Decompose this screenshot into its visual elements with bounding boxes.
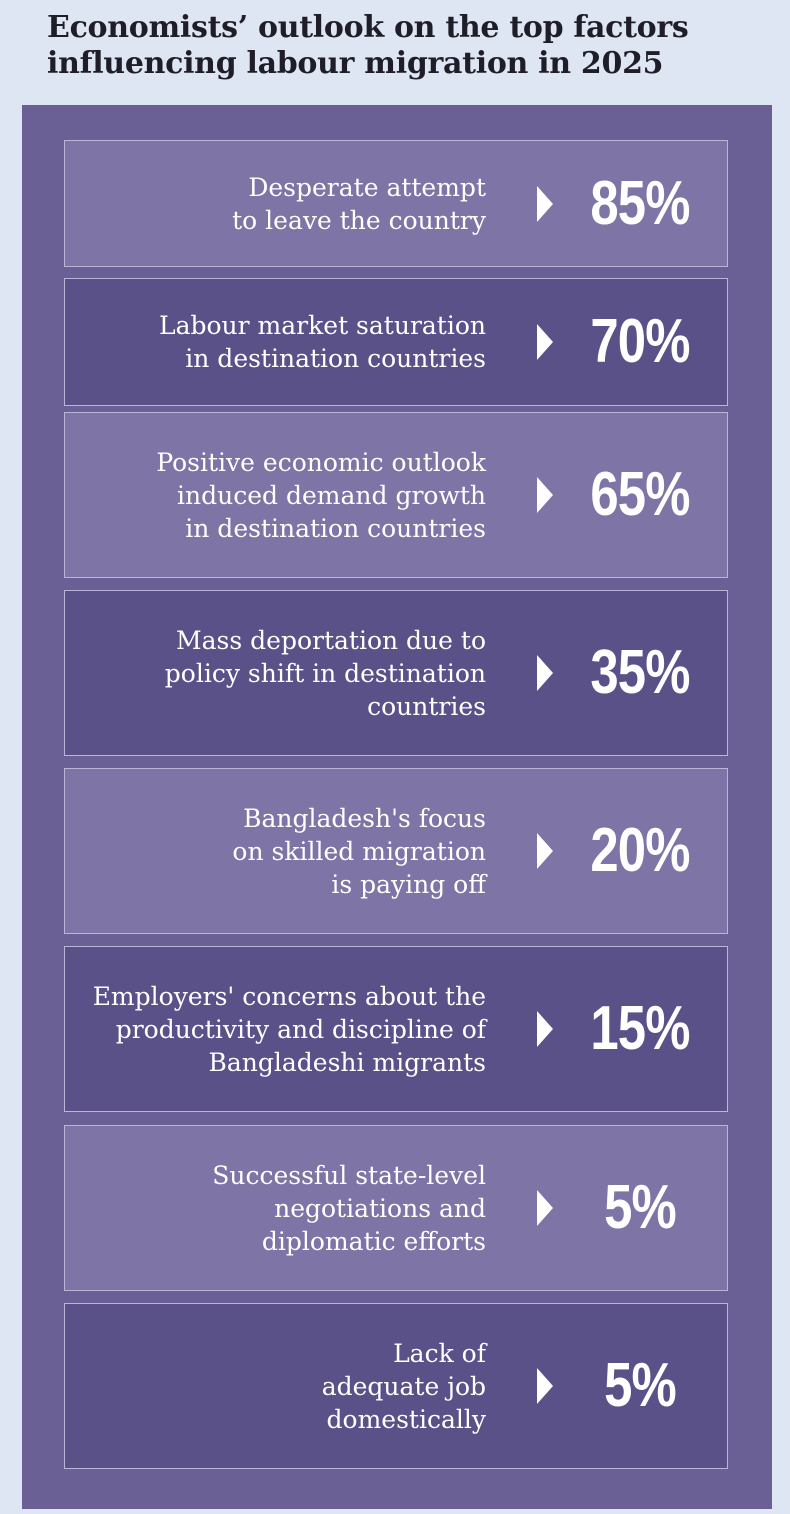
factor-percentage: 20% — [590, 816, 690, 885]
chart-title-line: influencing labour migration in 2025 — [47, 46, 664, 81]
factor-label-line: Positive economic outlook — [156, 447, 486, 477]
factor-row: Bangladesh's focus on skilled migration is… — [64, 768, 728, 934]
factor-row: Lack of adequate job domestically 5% — [64, 1303, 728, 1469]
chevron-right-icon — [537, 833, 553, 869]
factor-label-line: negotiations and — [274, 1193, 486, 1223]
factor-label: Employers' concerns about the productivit… — [93, 947, 486, 1111]
factor-label-line: in destination countries — [185, 344, 486, 373]
factor-label-line: Mass deportation due to — [176, 625, 486, 655]
factor-label: Lack of adequate job domestically — [322, 1304, 486, 1468]
factor-percentage: 35% — [590, 638, 690, 707]
factor-label-line: adequate job — [321, 1371, 486, 1401]
chevron-right-icon — [537, 1190, 553, 1226]
factor-label: Bangladesh's focus on skilled migration is… — [232, 769, 486, 933]
factor-row: Mass deportation due to policy shift in d… — [64, 590, 728, 756]
factor-label-line: Bangladesh's focus — [243, 803, 486, 833]
factor-row: Desperate attempt to leave the country 85% — [64, 140, 728, 267]
factor-label-line: domestically — [326, 1404, 486, 1434]
factor-percentage: 85% — [590, 168, 690, 238]
factor-row: Employers' concerns about the productivit… — [64, 946, 728, 1112]
factor-label-line: Desperate attempt — [248, 172, 486, 202]
factor-label-line: on skilled migration — [232, 836, 486, 866]
chevron-right-icon — [537, 655, 553, 691]
chevron-right-icon — [537, 324, 553, 360]
factor-row: Successful state-level negotiations and di… — [64, 1125, 728, 1291]
factor-label-line: policy shift in destination — [164, 658, 486, 688]
factor-label: Desperate attempt to leave the country — [232, 141, 486, 266]
factor-label-line: in destination countries — [185, 513, 486, 543]
factor-percentage: 65% — [590, 460, 690, 529]
factor-row: Positive economic outlook induced demand … — [64, 412, 728, 578]
factor-percentage: 5% — [604, 1173, 677, 1242]
chevron-right-icon — [537, 477, 553, 513]
chevron-right-icon — [537, 1011, 553, 1047]
factor-label: Successful state-level negotiations and di… — [212, 1126, 486, 1290]
factor-label: Mass deportation due to policy shift in d… — [165, 591, 486, 755]
factor-percentage: 5% — [604, 1351, 677, 1420]
factor-label-line: productivity and discipline of — [115, 1014, 486, 1044]
factor-label-line: countries — [367, 691, 486, 721]
factor-label-line: Employers' concerns about the — [92, 981, 486, 1011]
factor-label-line: to leave the country — [232, 205, 486, 235]
factor-label-line: diplomatic efforts — [261, 1226, 486, 1256]
chart-title: Economists’ outlook on the top factors i… — [47, 10, 767, 82]
factor-label-line: induced demand growth — [177, 480, 486, 510]
factor-label-line: Successful state-level — [212, 1160, 486, 1190]
factor-percentage: 15% — [590, 994, 690, 1063]
factor-label-line: is paying off — [331, 869, 486, 899]
factor-label-line: Bangladeshi migrants — [208, 1047, 487, 1077]
factor-label-line: Lack of — [393, 1338, 486, 1368]
chevron-right-icon — [537, 1368, 553, 1404]
chart-title-line: Economists’ outlook on the top factors — [47, 10, 689, 45]
factor-percentage: 70% — [590, 307, 690, 376]
factor-label: Labour market saturation in destination c… — [159, 279, 486, 405]
factor-label: Positive economic outlook induced demand … — [156, 413, 486, 577]
factor-label-line: Labour market saturation — [159, 311, 486, 340]
factor-row: Labour market saturation in destination c… — [64, 278, 728, 406]
chevron-right-icon — [537, 185, 553, 222]
